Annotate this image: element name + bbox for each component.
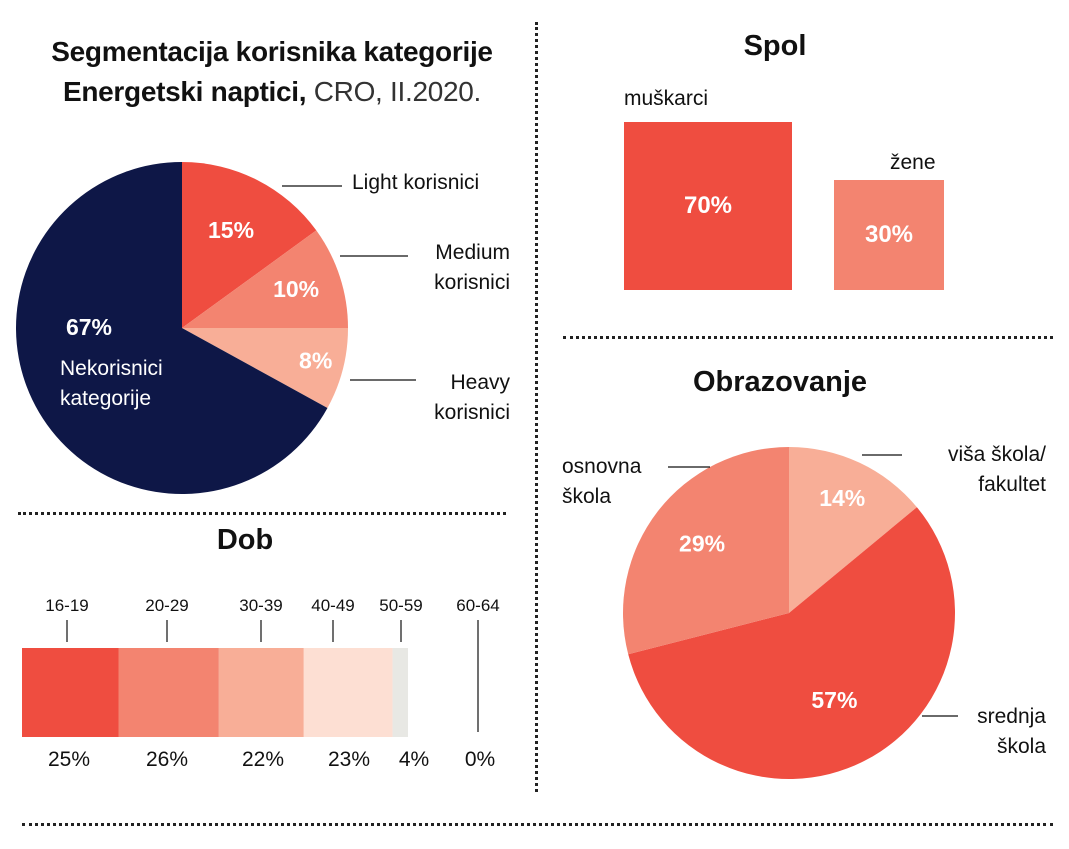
- label-heavy-korisnici: Heavy korisnici: [434, 371, 510, 424]
- age-category-label-3: 40-49: [311, 596, 354, 615]
- divider-left: [18, 512, 506, 515]
- value-zene: 30%: [864, 221, 914, 248]
- label-nekorisnici: Nekorisnici kategorije: [60, 357, 163, 410]
- age-value-label-0: 25%: [48, 748, 90, 771]
- label-osnovna-skola: osnovna škola: [562, 455, 642, 508]
- pie-slice-label-0: 15%: [208, 217, 254, 243]
- age-segment-1: [118, 648, 219, 737]
- pie-slice-1: [628, 507, 955, 779]
- pie-slice-2: [623, 446, 789, 655]
- divider-bottom: [22, 823, 1053, 826]
- age-value-label-2: 22%: [242, 748, 284, 771]
- value-muskarci: 70%: [683, 192, 733, 219]
- pie-slice-0: [182, 162, 317, 328]
- pie-slice-0: [789, 447, 917, 613]
- age-category-label-5: 60-64: [456, 596, 499, 615]
- age-segment-2: [218, 648, 304, 737]
- pie-slice-2: [182, 328, 348, 408]
- age-value-label-4: 4%: [399, 748, 429, 771]
- box-muskarci: 70%: [624, 122, 792, 290]
- divider-right: [563, 336, 1053, 339]
- age-category-label-2: 30-39: [239, 596, 282, 615]
- dob-title: Dob: [216, 524, 274, 556]
- age-value-label-1: 26%: [146, 748, 188, 771]
- label-medium-korisnici: Medium korisnici: [434, 241, 510, 294]
- education-pie: 14% 57% 29%: [623, 446, 958, 779]
- pie-slice-label-0: 14%: [819, 485, 865, 511]
- obrazovanje-title: Obrazovanje: [692, 366, 868, 398]
- pie-slice-label-1: 57%: [811, 687, 857, 713]
- age-segment-0: [22, 648, 119, 737]
- label-zene: žene: [890, 151, 936, 174]
- age-category-label-0: 16-19: [45, 596, 88, 615]
- age-category-label-4: 50-59: [379, 596, 422, 615]
- pie-slice-label-3: 67%: [66, 314, 112, 340]
- age-segment-4: [392, 648, 408, 737]
- age-category-label-1: 20-29: [145, 596, 188, 615]
- label-muskarci: muškarci: [624, 87, 709, 110]
- age-stacked-bar: 16-19 25% 20-29 26% 30-39 22% 40-49 23% 50-59 4% 6…: [22, 596, 500, 771]
- spol-title: Spol: [743, 30, 807, 62]
- vertical-divider: [535, 22, 538, 792]
- age-value-label-3: 23%: [328, 748, 370, 771]
- pie-slice-3: [15, 162, 328, 494]
- pie-slice-label-2: 8%: [299, 347, 332, 373]
- label-light-korisnici: Light korisnici: [352, 171, 480, 194]
- chart-title: Segmentacija korisnika kategorije Energe…: [51, 36, 493, 107]
- label-srednja-skola: srednja škola: [977, 705, 1046, 758]
- box-zene: 30%: [834, 180, 944, 290]
- pie-slice-1: [182, 230, 348, 328]
- pie-slice-label-1: 10%: [273, 276, 319, 302]
- age-value-label-5: 0%: [465, 748, 495, 771]
- age-segment-3: [303, 648, 393, 737]
- pie-slice-label-2: 29%: [679, 531, 725, 557]
- segmentation-pie: 15% 10% 8% 67%: [15, 162, 416, 494]
- label-visa-skola: viša škola/ fakultet: [947, 443, 1046, 496]
